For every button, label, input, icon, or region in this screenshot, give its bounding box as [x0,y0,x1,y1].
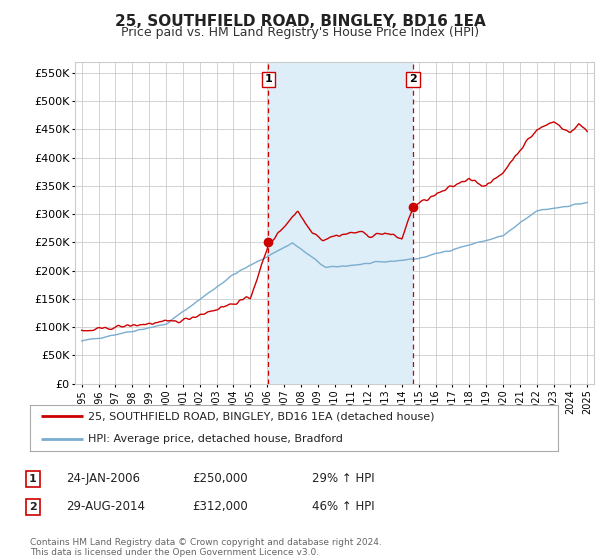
Text: £250,000: £250,000 [192,472,248,486]
Text: 2: 2 [29,502,37,512]
Text: 25, SOUTHFIELD ROAD, BINGLEY, BD16 1EA: 25, SOUTHFIELD ROAD, BINGLEY, BD16 1EA [115,14,485,29]
Text: 1: 1 [265,74,272,85]
Text: 46% ↑ HPI: 46% ↑ HPI [312,500,374,514]
Text: 25, SOUTHFIELD ROAD, BINGLEY, BD16 1EA (detached house): 25, SOUTHFIELD ROAD, BINGLEY, BD16 1EA (… [88,412,434,421]
Text: 2: 2 [409,74,417,85]
Text: 1: 1 [29,474,37,484]
Text: 24-JAN-2006: 24-JAN-2006 [66,472,140,486]
Text: 29-AUG-2014: 29-AUG-2014 [66,500,145,514]
Text: Contains HM Land Registry data © Crown copyright and database right 2024.
This d: Contains HM Land Registry data © Crown c… [30,538,382,557]
Text: 29% ↑ HPI: 29% ↑ HPI [312,472,374,486]
Bar [268,62,413,384]
Text: Price paid vs. HM Land Registry's House Price Index (HPI): Price paid vs. HM Land Registry's House … [121,26,479,39]
Text: £312,000: £312,000 [192,500,248,514]
Text: HPI: Average price, detached house, Bradford: HPI: Average price, detached house, Brad… [88,435,343,444]
